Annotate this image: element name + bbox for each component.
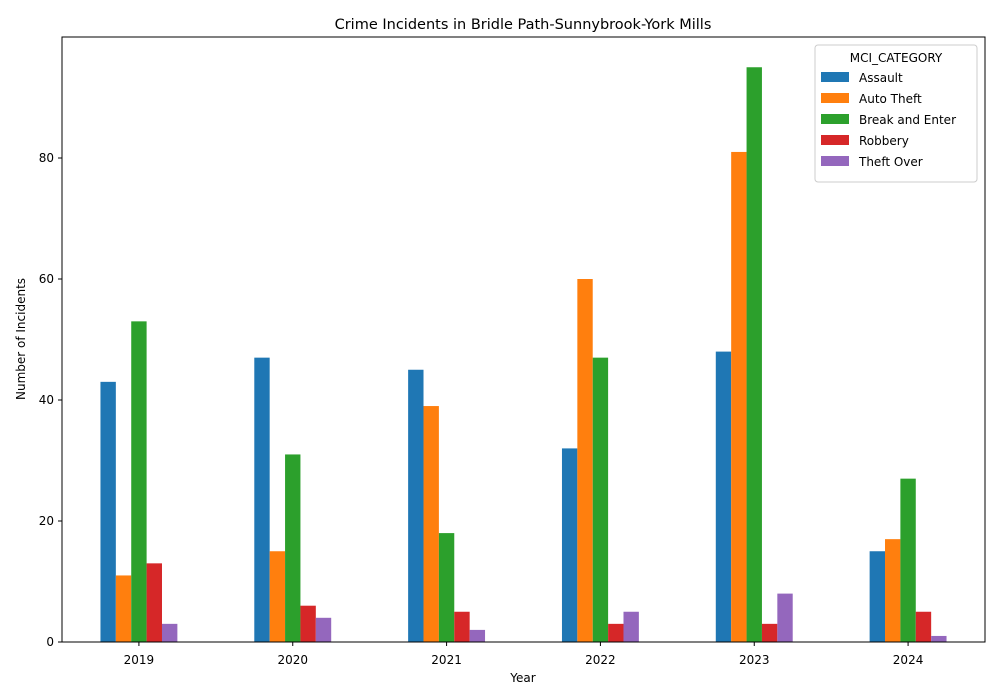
y-tick-label: 20 — [39, 514, 54, 528]
bar-assault-2024 — [869, 551, 886, 642]
bar-assault-2019 — [100, 381, 116, 642]
bar-break-and-enter-2021 — [438, 533, 455, 642]
bar-auto-theft-2020 — [269, 551, 286, 642]
legend-swatch — [821, 135, 849, 145]
bar-break-and-enter-2020 — [285, 454, 301, 642]
x-tick-label: 2023 — [739, 653, 770, 667]
legend-swatch — [821, 93, 849, 103]
legend-title: MCI_CATEGORY — [850, 51, 943, 65]
bar-robbery-2023 — [761, 623, 778, 642]
legend-entry: Assault — [859, 71, 903, 85]
bar-break-and-enter-2023 — [746, 67, 762, 642]
x-tick-label: 2021 — [431, 653, 462, 667]
legend: MCI_CATEGORY Assault Auto Theft Break and E… — [814, 44, 978, 183]
bar-break-and-enter-2024 — [900, 478, 916, 642]
bar-assault-2022 — [561, 448, 578, 642]
legend-swatch — [821, 114, 849, 124]
bar-theft-over-2019 — [161, 623, 178, 642]
bar-theft-over-2024 — [931, 635, 947, 642]
bar-robbery-2020 — [300, 605, 316, 642]
y-axis-label: Number of Incidents — [14, 278, 28, 400]
bar-assault-2021 — [408, 369, 424, 642]
bars-layer — [100, 67, 947, 642]
bar-auto-theft-2021 — [423, 406, 439, 642]
legend-box — [814, 44, 978, 183]
bar-theft-over-2022 — [623, 611, 639, 642]
legend-swatch — [821, 72, 849, 82]
legend-swatch — [821, 156, 849, 166]
y-tick-label: 60 — [39, 272, 54, 286]
x-tick-label: 2022 — [585, 653, 616, 667]
y-tick-label: 0 — [46, 635, 54, 649]
bar-assault-2023 — [715, 351, 732, 642]
legend-entry: Break and Enter — [859, 113, 956, 127]
bar-theft-over-2023 — [777, 593, 793, 642]
x-tick-label: 2024 — [893, 653, 924, 667]
bar-break-and-enter-2019 — [131, 321, 147, 642]
y-tick-label: 80 — [39, 151, 54, 165]
chart-title: Crime Incidents in Bridle Path-Sunnybroo… — [335, 17, 712, 33]
bar-auto-theft-2023 — [731, 151, 747, 642]
bar-break-and-enter-2022 — [592, 357, 609, 642]
plot-frame — [61, 36, 986, 643]
x-axis-label: Year — [509, 671, 535, 685]
legend-entry: Auto Theft — [859, 92, 922, 106]
bar-auto-theft-2019 — [115, 575, 132, 642]
bar-robbery-2024 — [915, 611, 932, 642]
bar-auto-theft-2022 — [577, 279, 593, 642]
legend-entry: Robbery — [859, 134, 909, 148]
x-tick-label: 2019 — [124, 653, 155, 667]
bar-assault-2020 — [254, 357, 270, 642]
bar-robbery-2021 — [454, 611, 470, 642]
bar-theft-over-2021 — [469, 629, 486, 642]
bar-robbery-2022 — [608, 623, 624, 642]
y-tick-label: 40 — [39, 393, 54, 407]
bar-theft-over-2020 — [315, 617, 332, 642]
x-tick-label: 2020 — [277, 653, 308, 667]
axes-layer: 0 20 40 60 80 2019 2020 2021 2022 2023 2024 — [39, 36, 986, 667]
bar-robbery-2019 — [146, 563, 162, 642]
legend-entry: Theft Over — [858, 155, 923, 169]
bar-auto-theft-2024 — [885, 539, 901, 642]
